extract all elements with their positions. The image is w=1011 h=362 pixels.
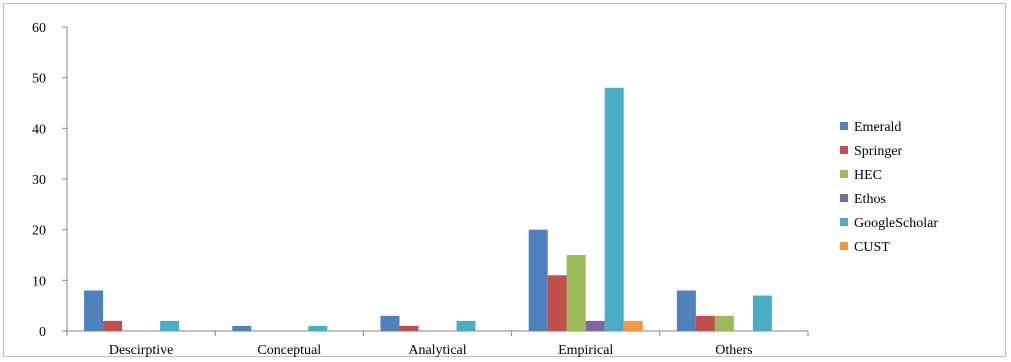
x-tick-labels: Descirptive Conceptual Analytical Empirical…	[109, 343, 753, 358]
legend-label: Springer	[854, 144, 903, 159]
y-tick-label: 50	[32, 72, 46, 87]
y-tick-label: 20	[32, 224, 46, 239]
legend-label: Ethos	[854, 192, 886, 207]
x-tick-label: Analytical	[408, 343, 466, 358]
bar	[308, 325, 328, 331]
chart-axes	[62, 26, 809, 336]
x-tick-label: Empirical	[558, 343, 613, 358]
legend-swatch	[840, 194, 848, 202]
bar	[456, 320, 476, 331]
y-tick-label: 0	[39, 325, 46, 340]
bar	[380, 315, 400, 331]
bar	[566, 255, 586, 331]
legend: Emerald Springer HEC Ethos GoogleScholar CUST	[840, 120, 938, 255]
bar	[695, 315, 715, 331]
y-tick-label: 10	[32, 274, 46, 289]
bar	[623, 320, 643, 331]
x-tick-label: Others	[715, 343, 752, 358]
y-tick-label: 30	[32, 173, 46, 188]
bar	[585, 320, 605, 331]
legend-swatch	[840, 170, 848, 178]
y-tick-labels: 0 10 20 30 40 50 60	[32, 21, 46, 340]
legend-swatch	[840, 242, 848, 250]
bar	[84, 290, 104, 331]
bar	[676, 290, 696, 331]
x-tick-label: Conceptual	[257, 343, 321, 358]
x-tick-label: Descirptive	[109, 343, 174, 358]
y-tick-label: 60	[32, 21, 46, 36]
y-tick-label: 40	[32, 122, 46, 137]
legend-swatch	[840, 146, 848, 154]
bar	[399, 325, 419, 331]
chart-bars	[84, 87, 772, 331]
bar	[714, 315, 734, 331]
legend-label: GoogleScholar	[854, 216, 938, 231]
legend-swatch	[840, 218, 848, 226]
bar	[232, 325, 252, 331]
bar	[547, 275, 567, 331]
bar	[604, 87, 624, 331]
bar	[160, 320, 180, 331]
legend-label: HEC	[854, 168, 882, 183]
chart-frame	[3, 3, 1006, 357]
bar	[528, 229, 548, 331]
legend-label: Emerald	[854, 120, 901, 135]
bar	[752, 295, 772, 331]
bar	[103, 320, 123, 331]
legend-swatch	[840, 122, 848, 130]
legend-label: CUST	[854, 240, 890, 255]
